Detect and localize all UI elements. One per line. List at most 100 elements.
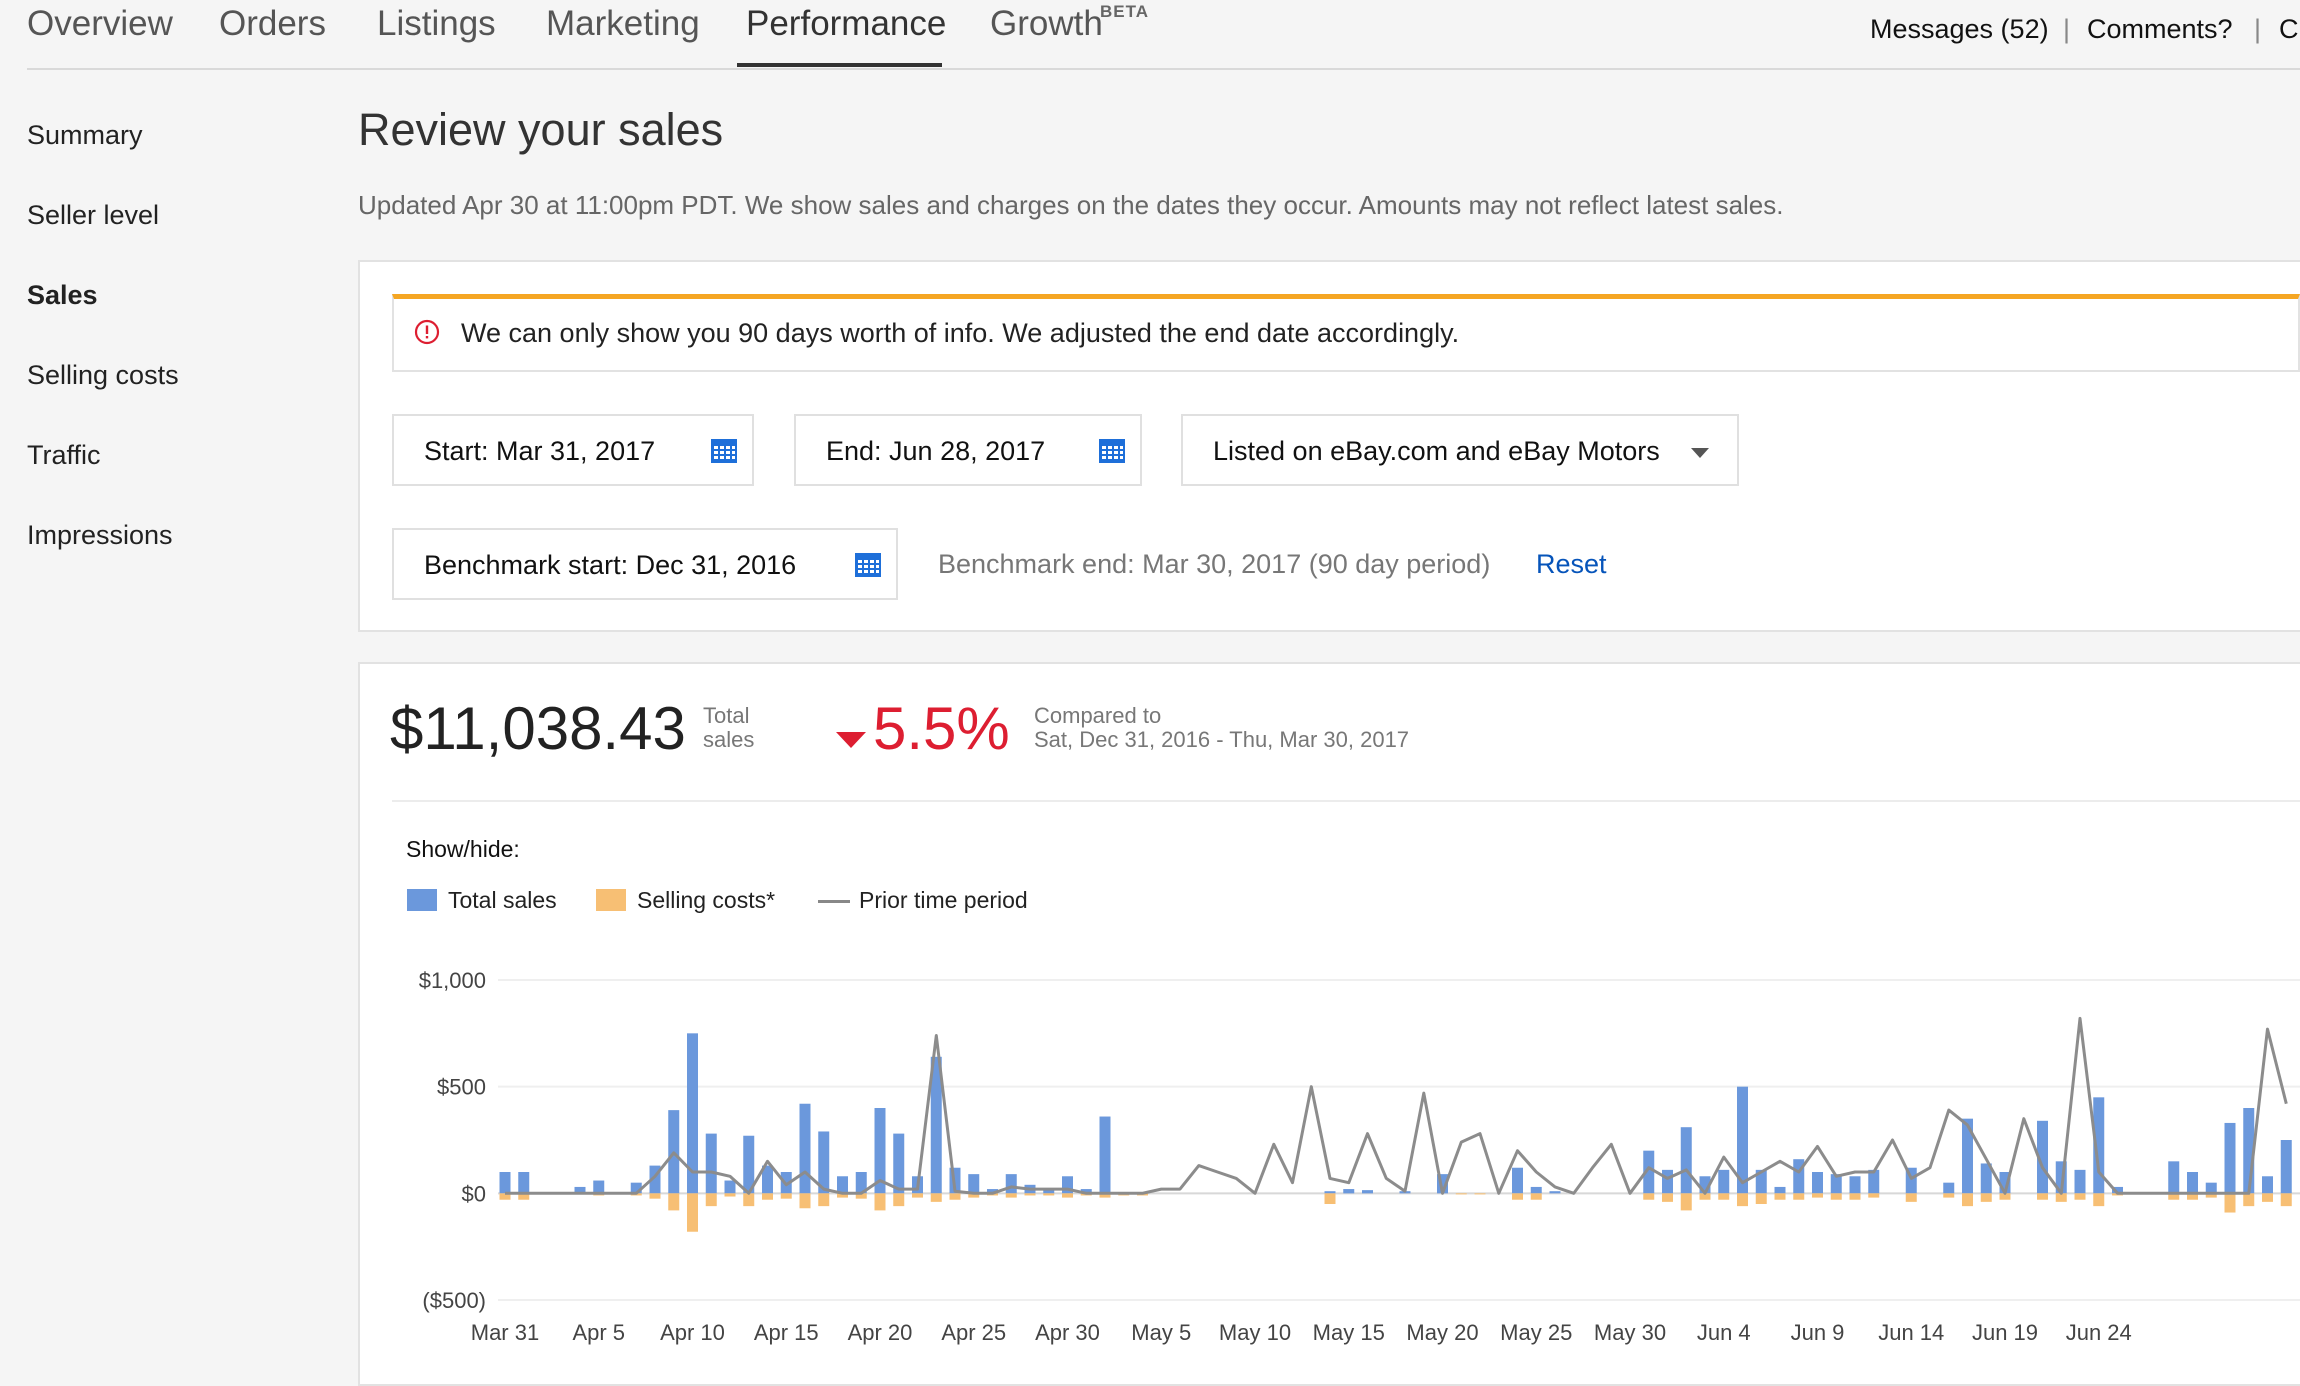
messages-link[interactable]: Messages (52) [1870,14,2049,44]
page-title: Review your sales [358,104,724,155]
sidebar-item-traffic[interactable]: Traffic [27,440,101,470]
x-tick-label: Mar 31 [471,1320,539,1345]
sales-bar [687,1033,698,1194]
reset-link[interactable]: Reset [1536,549,1607,579]
cost-bar [2243,1193,2255,1207]
x-tick-label: Apr 10 [660,1320,725,1345]
change-percent: 5.5% [873,695,1010,762]
cost-bar [2280,1193,2292,1207]
cost-bar [1643,1193,1655,1200]
sales-bar [1343,1189,1355,1194]
chevron-down-icon [1691,448,1709,458]
benchmark-start-field[interactable]: Benchmark start: Dec 31, 2016 [392,528,898,600]
start-date-value: Start: Mar 31, 2017 [424,436,656,466]
sales-bar [1680,1127,1692,1194]
sales-bar [1062,1176,1073,1194]
sales-bar [1755,1169,1767,1194]
legend-swatch-total-sales [407,889,437,911]
cost-bar [1099,1193,1111,1198]
cost-bar [1699,1193,1711,1200]
calendar-icon[interactable] [710,436,738,464]
x-tick-label: Apr 15 [754,1320,819,1345]
cost-bar [724,1193,736,1197]
sales-bar [1849,1176,1861,1194]
sales-bar [1718,1169,1730,1194]
cost-bar [649,1193,661,1199]
separator: | [2254,14,2262,44]
cost-bar [1043,1193,1055,1196]
cost-bar [499,1193,511,1200]
tab-growth[interactable]: Growth [990,4,1103,43]
cost-bar [2037,1193,2048,1200]
x-tick-label: Jun 9 [1791,1320,1845,1345]
sales-bar [499,1172,511,1194]
listed-on-select[interactable]: Listed on eBay.com and eBay Motors [1181,414,1739,486]
sidebar-item-selling-costs[interactable]: Selling costs [27,360,179,390]
cost-bar [930,1193,942,1202]
sales-bar [2074,1169,2086,1194]
end-date-field[interactable]: End: Jun 28, 2017 [794,414,1142,486]
sales-bar [2224,1122,2236,1194]
sales-bar [1774,1186,1786,1194]
sidebar-item-impressions[interactable]: Impressions [27,520,173,550]
cost-bar [2074,1193,2086,1200]
listed-on-value: Listed on eBay.com and eBay Motors [1213,436,1660,466]
cost-bar [949,1193,961,1200]
tab-marketing[interactable]: Marketing [546,4,700,43]
benchmark-start-value: Benchmark start: Dec 31, 2016 [424,550,797,580]
sales-bar [2205,1182,2217,1194]
sales-bar [1962,1118,1973,1194]
cost-bar [668,1193,680,1211]
calendar-icon[interactable] [854,550,882,578]
tab-performance[interactable]: Performance [746,4,947,43]
start-date-field[interactable]: Start: Mar 31, 2017 [392,414,754,486]
sales-bar [1793,1159,1805,1194]
cost-bar [1512,1193,1523,1200]
cost-bar [893,1193,905,1207]
truncated-link[interactable]: C [2279,14,2299,44]
sales-bar [968,1174,980,1194]
sales-bar [630,1182,642,1194]
cost-bar [2262,1193,2273,1202]
sidebar-item-seller-level[interactable]: Seller level [27,200,160,230]
sales-bar [743,1135,755,1194]
legend-label: Selling costs* [637,887,776,913]
x-tick-label: May 10 [1219,1320,1291,1345]
sales-bar [705,1133,717,1194]
x-tick-label: May 30 [1594,1320,1666,1345]
sales-bar [1830,1174,1842,1194]
sales-bar [1080,1189,1092,1194]
total-label-line-2: sales [703,727,755,752]
y-tick-label: $500 [437,1075,486,1100]
sales-bar [649,1165,661,1194]
cost-bar [762,1193,773,1200]
sales-bar [1324,1191,1336,1194]
cost-bar [2168,1193,2180,1200]
sales-bar [1699,1176,1711,1194]
tab-listings[interactable]: Listings [377,4,496,43]
legend-label: Total sales [448,887,557,913]
tab-overview[interactable]: Overview [27,4,173,43]
sales-bar [855,1172,867,1194]
sales-bar [1662,1169,1673,1194]
calendar-icon[interactable] [1098,436,1126,464]
sales-bar [799,1103,811,1194]
date-range-alert: We can only show you 90 days worth of in… [392,294,2300,372]
warning-icon [414,319,440,345]
beta-badge: BETA [1100,2,1150,21]
separator: | [2063,14,2071,44]
sidebar-item-sales[interactable]: Sales [27,280,98,310]
x-tick-label: Apr 5 [572,1320,625,1345]
sales-bar [2055,1161,2067,1194]
comments-link[interactable]: Comments? [2087,14,2233,44]
sales-bar [762,1165,773,1194]
tab-orders[interactable]: Orders [219,4,326,43]
end-date-value: End: Jun 28, 2017 [826,436,1046,466]
cost-bar [1793,1193,1805,1200]
x-tick-label: Jun 19 [1972,1320,2038,1345]
sales-bar [1737,1086,1748,1194]
sidebar-item-summary[interactable]: Summary [27,120,143,150]
x-tick-label: May 20 [1406,1320,1478,1345]
cost-bar [837,1193,848,1198]
sales-bar [1512,1167,1523,1194]
